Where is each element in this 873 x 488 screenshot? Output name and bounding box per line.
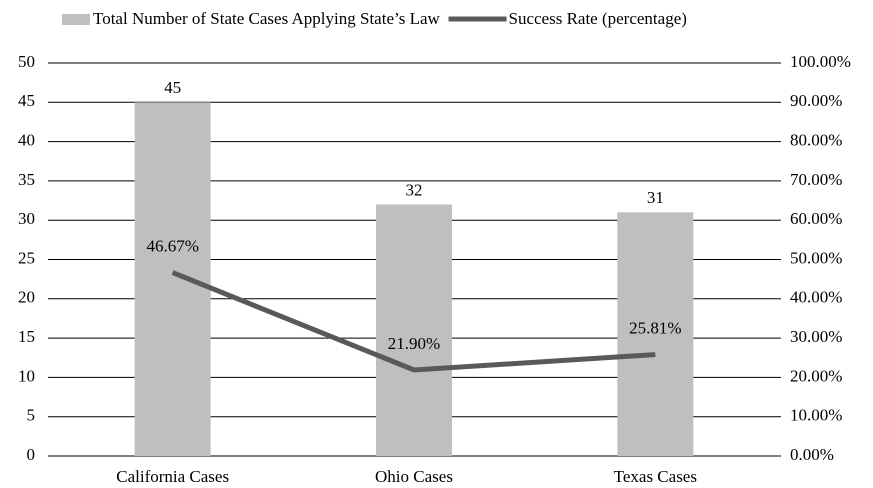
line-value-label: 21.90% bbox=[388, 334, 440, 353]
y-tick-label: 35 bbox=[18, 170, 35, 189]
y-tick-label: 40 bbox=[18, 131, 35, 150]
y-tick-label: 45 bbox=[18, 91, 35, 110]
y2-tick-label: 100.00% bbox=[790, 52, 851, 71]
y2-tick-label: 60.00% bbox=[790, 209, 842, 228]
x-tick-label: Texas Cases bbox=[614, 467, 697, 486]
y-tick-label: 0 bbox=[27, 445, 36, 464]
y-tick-label: 25 bbox=[18, 248, 35, 267]
y2-tick-label: 90.00% bbox=[790, 91, 842, 110]
bar bbox=[134, 102, 211, 457]
line bbox=[171, 270, 656, 373]
bar bbox=[376, 204, 452, 456]
y2-tick-label: 10.00% bbox=[790, 406, 842, 425]
y2-tick-label: 70.00% bbox=[790, 170, 842, 189]
bar-value-label: 45 bbox=[164, 78, 181, 97]
y-tick-label: 5 bbox=[27, 406, 36, 425]
line-value-label: 25.81% bbox=[629, 318, 681, 337]
y-tick-label: 20 bbox=[18, 288, 35, 307]
bar-value-label: 32 bbox=[406, 180, 423, 199]
bar-value-label: 31 bbox=[647, 188, 664, 207]
y2-tick-label: 20.00% bbox=[790, 366, 842, 385]
legend-label: Total Number of State Cases Applying Sta… bbox=[93, 9, 441, 28]
y2-tick-label: 50.00% bbox=[790, 248, 842, 267]
y-tick-label: 30 bbox=[18, 209, 35, 228]
legend-label: Success Rate (percentage) bbox=[509, 9, 687, 28]
bar bbox=[617, 212, 694, 456]
x-tick-label: Ohio Cases bbox=[375, 467, 453, 486]
legend-swatch bbox=[62, 14, 90, 25]
y2-tick-label: 0.00% bbox=[790, 445, 834, 464]
y2-tick-label: 30.00% bbox=[790, 327, 842, 346]
y-tick-label: 10 bbox=[18, 366, 35, 385]
y-tick-label: 15 bbox=[18, 327, 35, 346]
y2-tick-label: 80.00% bbox=[790, 131, 842, 150]
y2-tick-label: 40.00% bbox=[790, 288, 842, 307]
line-value-label: 46.67% bbox=[146, 236, 198, 255]
x-tick-label: California Cases bbox=[116, 467, 229, 486]
y-tick-label: 50 bbox=[18, 52, 35, 71]
